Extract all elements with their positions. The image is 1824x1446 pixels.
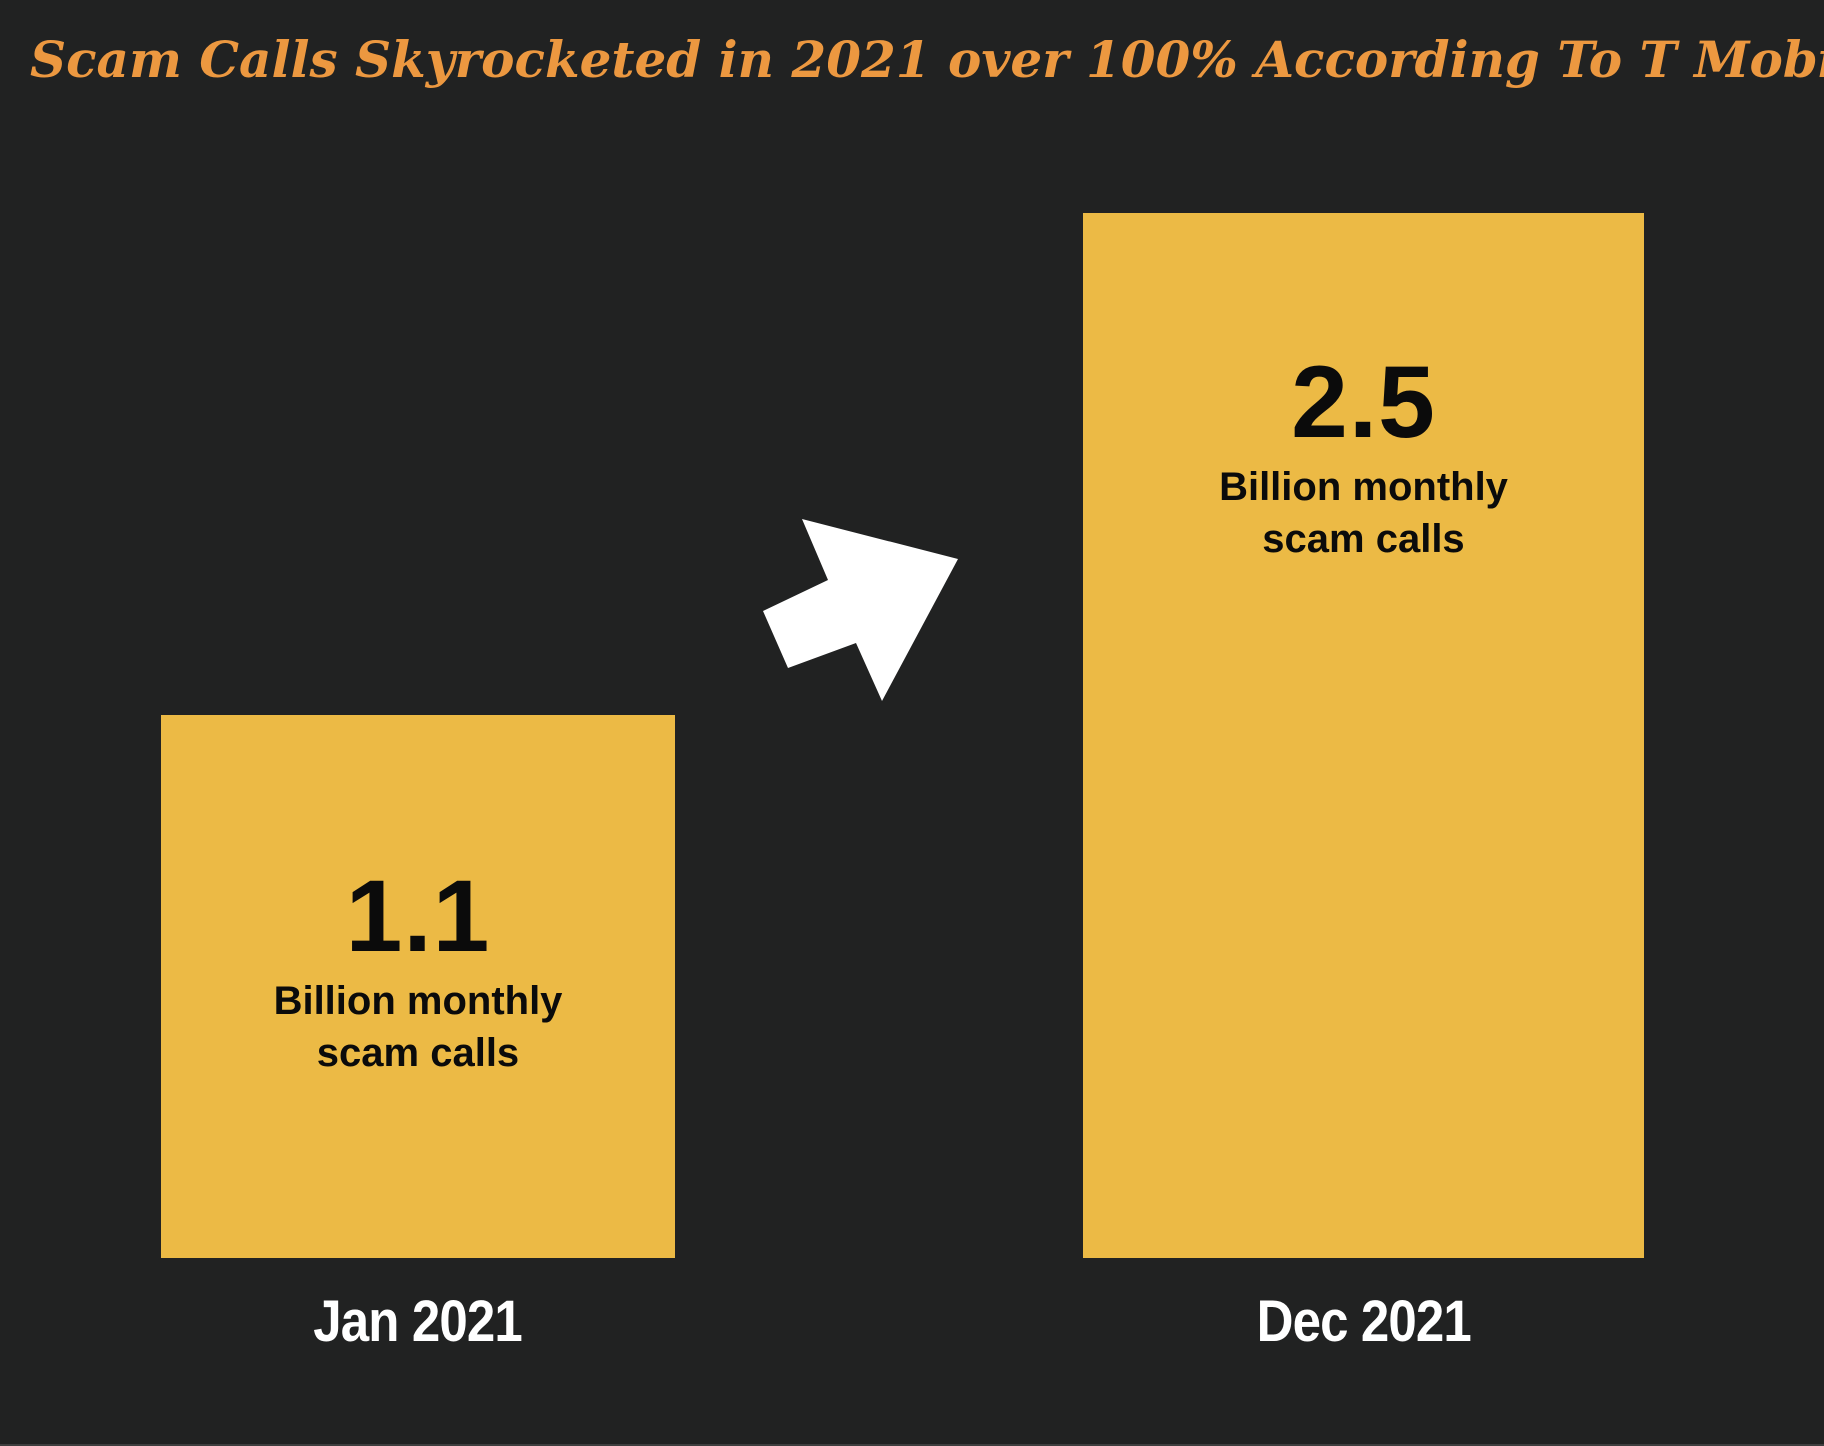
bar-unit-line1: Billion monthly bbox=[273, 979, 563, 1023]
bar-unit-dec-2021: Billion monthly scam calls bbox=[1083, 461, 1644, 565]
bar-unit-line2: scam calls bbox=[316, 1031, 520, 1075]
chart-title: Scam Calls Skyrocketed in 2021 over 100%… bbox=[30, 30, 1824, 89]
bar-unit-line2: scam calls bbox=[1262, 517, 1465, 561]
x-axis-label-text: Dec 2021 bbox=[1256, 1289, 1471, 1354]
bar-value-dec-2021: 2.5 bbox=[1291, 345, 1436, 459]
x-axis-label-dec-2021: Dec 2021 bbox=[1083, 1288, 1644, 1355]
bar-unit-line1: Billion monthly bbox=[1219, 465, 1508, 509]
bar-unit-jan-2021: Billion monthly scam calls bbox=[161, 975, 675, 1079]
bar-jan-2021: 1.1 Billion monthly scam calls bbox=[161, 715, 675, 1258]
bar-value-jan-2021: 1.1 bbox=[345, 859, 491, 973]
bottom-edge-divider bbox=[0, 1444, 1824, 1446]
x-axis-label-jan-2021: Jan 2021 bbox=[161, 1288, 675, 1355]
up-right-arrow-icon bbox=[763, 519, 958, 701]
x-axis-label-text: Jan 2021 bbox=[313, 1289, 524, 1354]
bar-dec-2021: 2.5 Billion monthly scam calls bbox=[1083, 213, 1644, 1258]
